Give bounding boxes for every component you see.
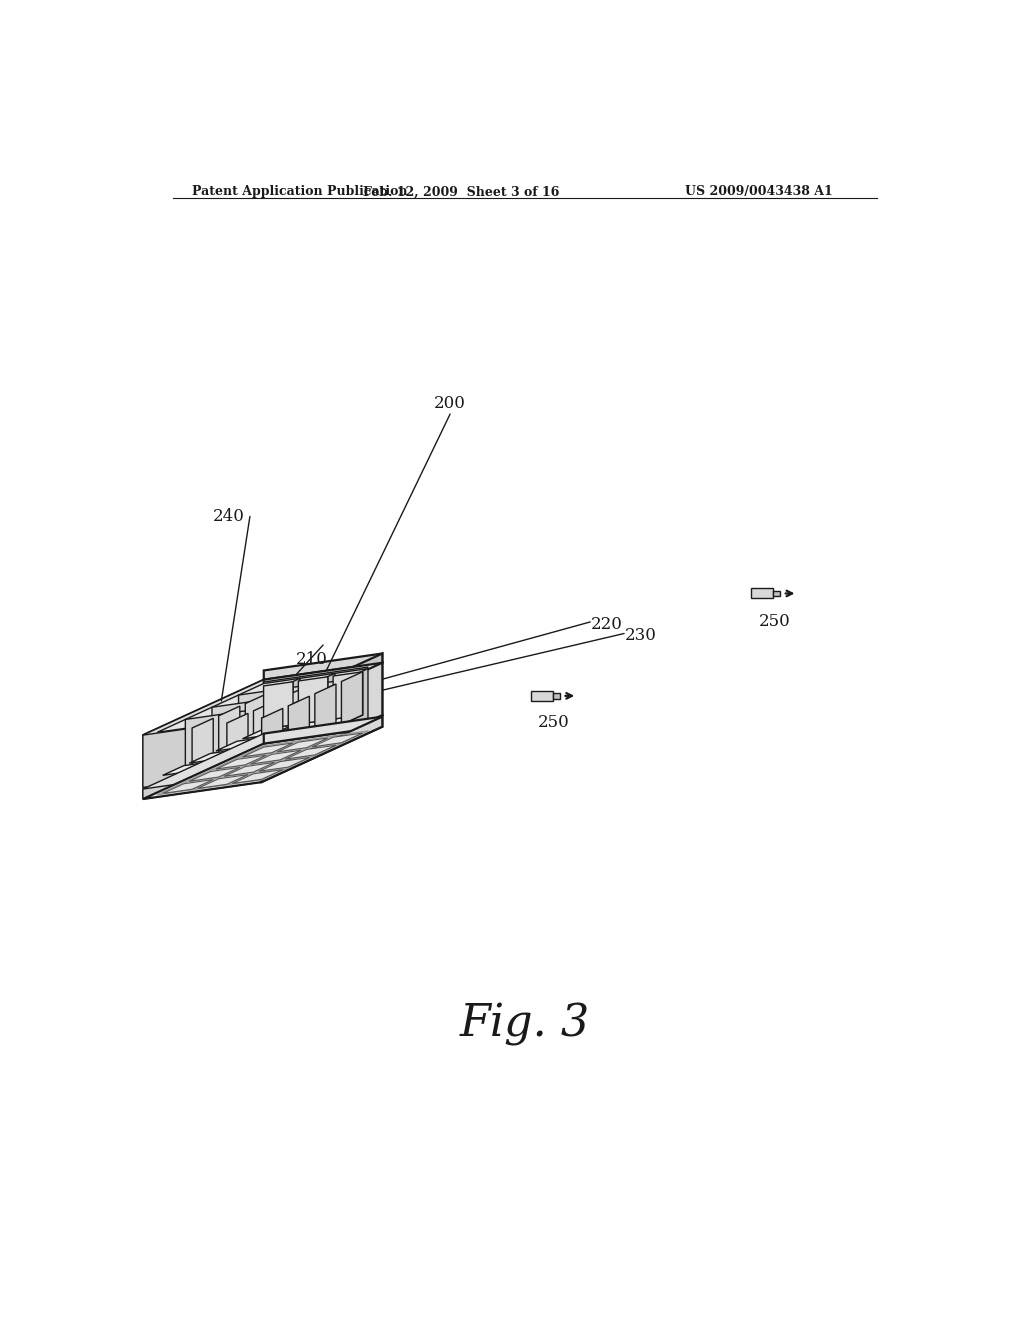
Polygon shape xyxy=(773,591,780,597)
Polygon shape xyxy=(219,706,240,759)
Polygon shape xyxy=(332,673,335,725)
Polygon shape xyxy=(198,775,248,788)
Polygon shape xyxy=(553,693,560,698)
Polygon shape xyxy=(225,725,335,774)
Text: 220: 220 xyxy=(591,615,623,632)
Polygon shape xyxy=(286,746,336,759)
Polygon shape xyxy=(264,653,382,680)
Polygon shape xyxy=(227,713,248,766)
Text: Patent Application Publication: Patent Application Publication xyxy=(193,185,408,198)
Polygon shape xyxy=(314,684,336,737)
Polygon shape xyxy=(143,772,261,799)
Polygon shape xyxy=(163,780,213,793)
Polygon shape xyxy=(185,705,290,771)
Text: Feb. 12, 2009  Sheet 3 of 16: Feb. 12, 2009 Sheet 3 of 16 xyxy=(364,185,560,198)
Polygon shape xyxy=(216,737,266,751)
Polygon shape xyxy=(306,677,328,730)
Text: 210: 210 xyxy=(296,651,328,668)
Polygon shape xyxy=(341,672,362,725)
Polygon shape xyxy=(209,743,316,759)
Polygon shape xyxy=(262,709,283,762)
Polygon shape xyxy=(143,680,264,788)
Polygon shape xyxy=(278,719,328,734)
Polygon shape xyxy=(216,755,266,770)
Polygon shape xyxy=(243,725,293,739)
Polygon shape xyxy=(752,589,773,598)
Polygon shape xyxy=(243,743,293,756)
Text: 250: 250 xyxy=(538,714,569,731)
Polygon shape xyxy=(312,733,362,747)
Polygon shape xyxy=(262,709,283,762)
Polygon shape xyxy=(143,726,382,799)
Polygon shape xyxy=(228,673,335,774)
Polygon shape xyxy=(194,678,300,777)
Polygon shape xyxy=(263,667,368,734)
Polygon shape xyxy=(251,750,301,764)
Polygon shape xyxy=(286,727,336,741)
Polygon shape xyxy=(264,663,382,733)
Polygon shape xyxy=(288,696,309,748)
Polygon shape xyxy=(254,701,274,754)
Polygon shape xyxy=(143,663,382,735)
Polygon shape xyxy=(190,729,300,779)
Text: 240: 240 xyxy=(213,508,245,525)
Polygon shape xyxy=(239,680,343,746)
Text: 250: 250 xyxy=(759,612,791,630)
Polygon shape xyxy=(143,718,261,788)
Polygon shape xyxy=(271,681,293,734)
Polygon shape xyxy=(312,715,362,729)
Polygon shape xyxy=(189,767,240,781)
Polygon shape xyxy=(264,717,382,743)
Polygon shape xyxy=(261,653,382,718)
Polygon shape xyxy=(189,750,240,763)
Polygon shape xyxy=(278,738,328,752)
Polygon shape xyxy=(280,689,301,742)
Polygon shape xyxy=(224,744,274,758)
Polygon shape xyxy=(259,739,309,754)
Polygon shape xyxy=(259,758,309,771)
Polygon shape xyxy=(232,751,283,766)
Polygon shape xyxy=(232,770,283,784)
Polygon shape xyxy=(182,755,290,772)
Polygon shape xyxy=(251,733,301,746)
Polygon shape xyxy=(143,734,264,799)
Polygon shape xyxy=(212,692,316,758)
Polygon shape xyxy=(224,763,274,776)
Polygon shape xyxy=(341,672,362,725)
Text: US 2009/0043438 A1: US 2009/0043438 A1 xyxy=(685,185,833,198)
Polygon shape xyxy=(333,672,362,719)
Polygon shape xyxy=(246,694,266,747)
Polygon shape xyxy=(288,696,309,748)
Polygon shape xyxy=(236,731,343,747)
Text: 230: 230 xyxy=(625,627,656,644)
Polygon shape xyxy=(531,690,553,701)
Polygon shape xyxy=(298,677,328,725)
Polygon shape xyxy=(261,663,382,771)
Text: Fig. 3: Fig. 3 xyxy=(460,1003,590,1047)
Polygon shape xyxy=(261,717,382,781)
Polygon shape xyxy=(198,756,248,771)
Text: 200: 200 xyxy=(434,396,466,412)
Polygon shape xyxy=(314,684,336,737)
Polygon shape xyxy=(163,762,213,775)
Polygon shape xyxy=(263,681,293,729)
Polygon shape xyxy=(158,669,368,733)
Polygon shape xyxy=(193,718,213,771)
Polygon shape xyxy=(297,678,300,730)
